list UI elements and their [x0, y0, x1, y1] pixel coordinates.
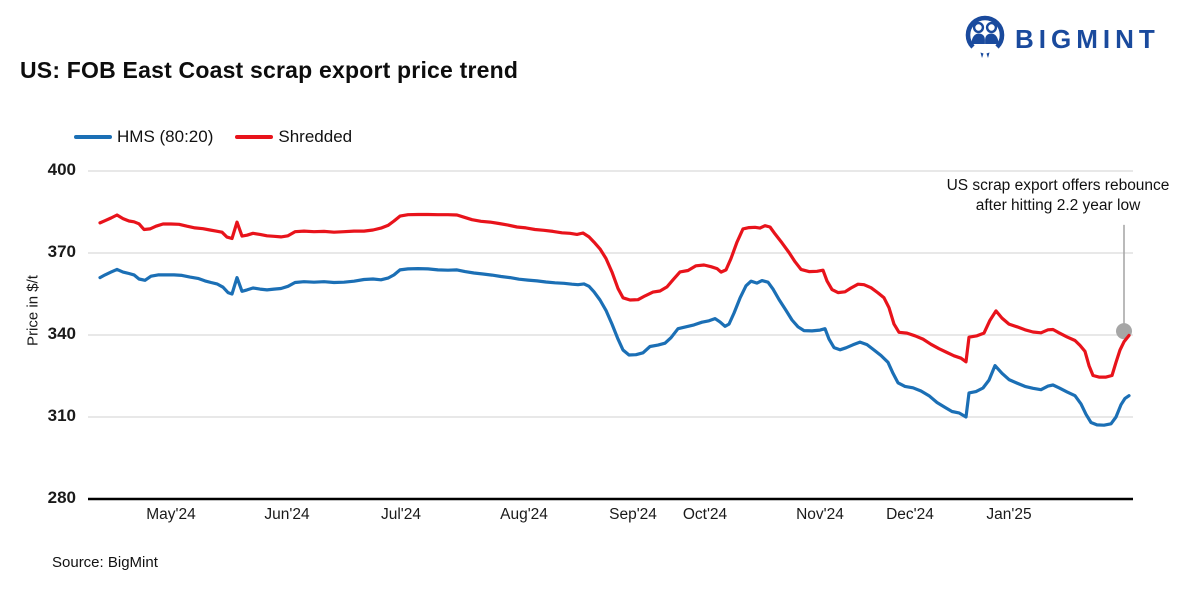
- source-note: Source: BigMint: [52, 554, 158, 571]
- bigmint-logo-icon: [965, 15, 1005, 58]
- x-tick-label: Sep'24: [609, 506, 657, 523]
- legend-label-hms: HMS (80:20): [117, 127, 214, 146]
- x-tick-label: Dec'24: [886, 506, 934, 523]
- y-axis-title: Price in $/t: [24, 275, 42, 346]
- legend-item-shredded: Shredded: [235, 127, 352, 147]
- shredded-line-swatch: [235, 135, 274, 139]
- annotation-line-1: US scrap export offers rebounce: [946, 177, 1170, 194]
- x-tick-label: May'24: [146, 506, 196, 523]
- y-tick-label: 370: [47, 242, 76, 261]
- page-title: US: FOB East Coast scrap export price tr…: [20, 57, 519, 83]
- x-tick-label: Aug'24: [500, 506, 548, 523]
- legend-item-hms: HMS (80:20): [74, 127, 213, 147]
- x-tick-label: Nov'24: [796, 506, 844, 523]
- bigmint-logo-text: BIGMINT: [1015, 23, 1160, 54]
- x-tick-label: Jan'25: [986, 506, 1032, 523]
- chart-legend: HMS (80:20) Shredded: [74, 127, 352, 147]
- x-tick-label: Jun'24: [264, 506, 310, 523]
- chart-annotation: US scrap export offers rebounce after hi…: [932, 176, 1184, 216]
- bigmint-logo: BIGMINT: [963, 14, 1160, 60]
- hms-price-line: [98, 267, 1131, 427]
- y-tick-label: 340: [47, 324, 76, 343]
- annotation-line-2: after hitting 2.2 year low: [975, 197, 1141, 214]
- y-tick-label: 400: [47, 160, 76, 179]
- y-tick-label: 310: [47, 406, 76, 425]
- shredded-price-line: [98, 212, 1131, 379]
- hms-line-swatch: [74, 135, 112, 139]
- legend-label-shredded: Shredded: [278, 127, 353, 146]
- y-tick-label: 280: [47, 488, 76, 507]
- x-tick-label: Jul'24: [380, 506, 421, 523]
- x-tick-label: Oct'24: [682, 506, 728, 523]
